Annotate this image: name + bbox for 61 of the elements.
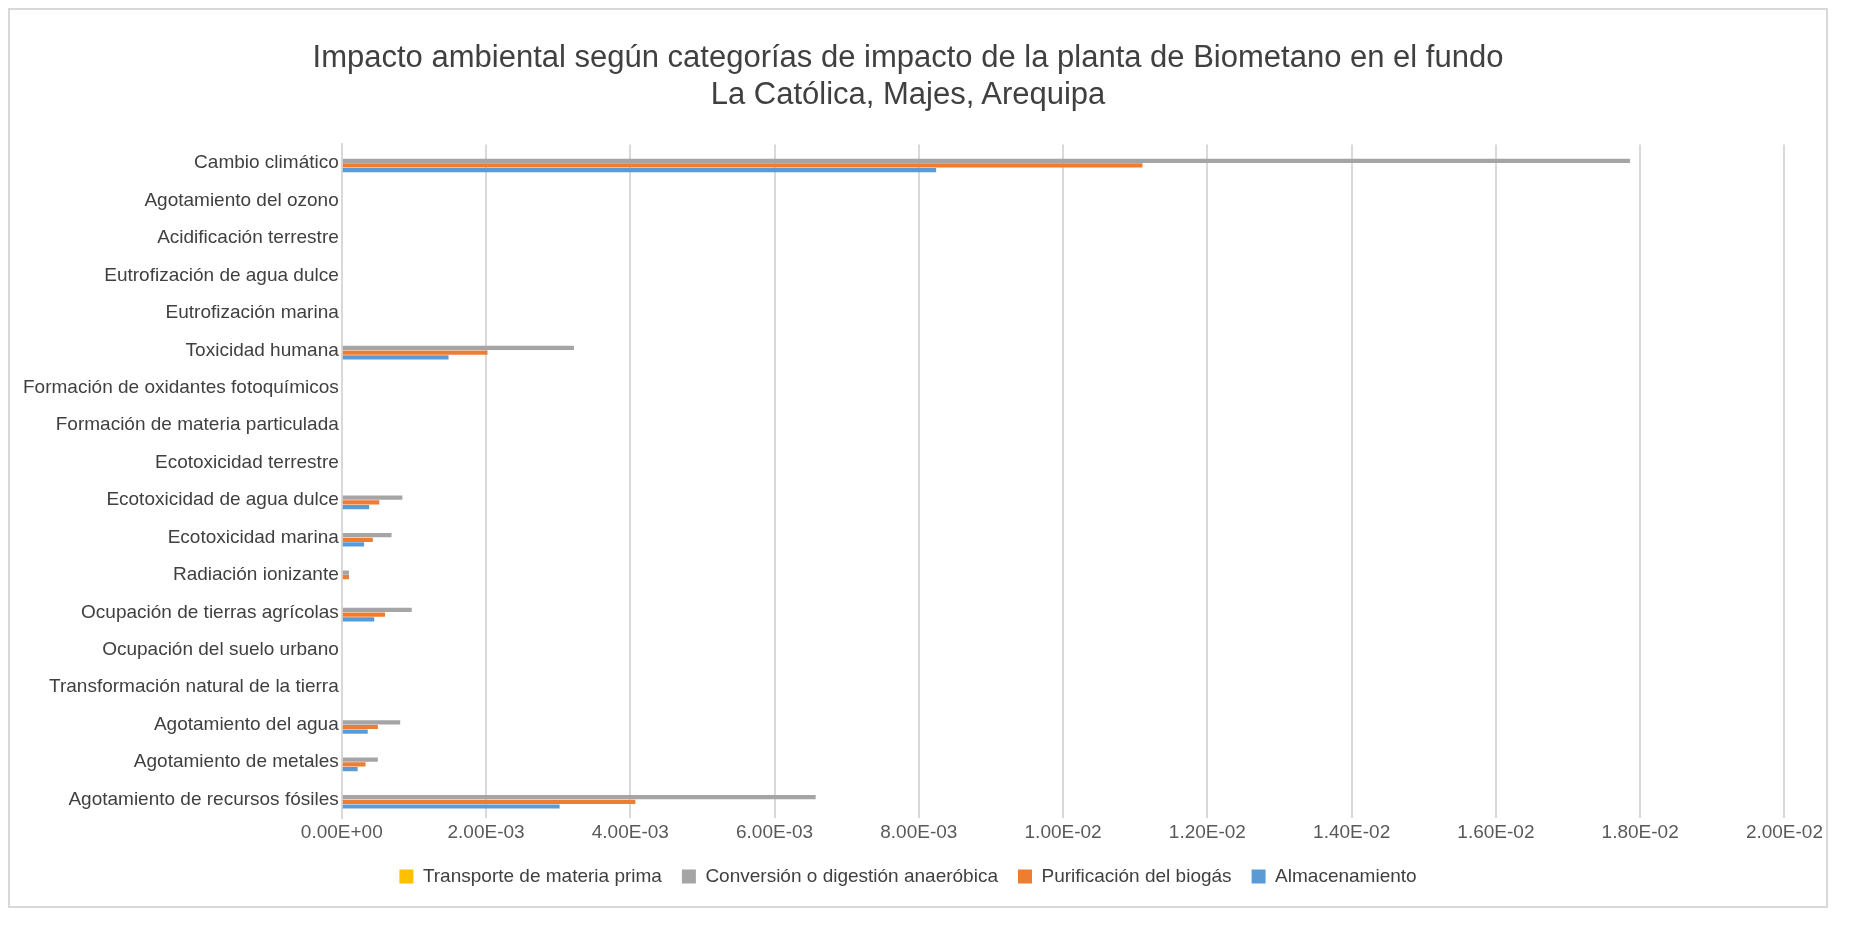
bar <box>342 766 358 772</box>
y-tick-label: Ocupación del suelo urbano <box>102 637 339 659</box>
bar <box>342 345 575 351</box>
bar <box>342 537 373 542</box>
y-tick-label: Transformación natural de la tierra <box>49 675 340 697</box>
bar <box>342 163 1143 168</box>
bar <box>342 720 401 725</box>
x-tick-label: 2.00E-02 <box>1745 820 1824 842</box>
bar <box>342 612 386 617</box>
legend-label: Transporte de materia prima <box>422 864 663 886</box>
y-tick-label: Ecotoxicidad de agua dulce <box>106 488 339 510</box>
bar <box>342 724 378 730</box>
text: La Católica, Majes, Arequipa <box>710 76 1106 112</box>
bar <box>342 355 449 360</box>
y-tick-label: Radiación ionizante <box>172 563 339 585</box>
y-tick-label: Formación de materia particulada <box>55 413 340 435</box>
bar <box>342 500 380 505</box>
x-tick-label: 1.20E-02 <box>1168 820 1246 842</box>
bar <box>342 795 816 800</box>
bar <box>342 533 392 538</box>
y-tick-label: Toxicidad humana <box>185 338 340 360</box>
y-tick-label: Agotamiento de recursos fósiles <box>68 787 339 809</box>
bar <box>342 757 378 762</box>
legend-label: Purificación del biogás <box>1041 864 1232 886</box>
bar <box>342 542 365 547</box>
bar <box>342 607 412 613</box>
y-tick-label: Acidificación terrestre <box>157 226 339 248</box>
x-tick-label: 0.00E+00 <box>300 820 383 842</box>
bar <box>342 350 488 355</box>
legend-label: Almacenamiento <box>1275 864 1417 886</box>
bar <box>342 168 937 173</box>
y-tick-label: Eutrofización marina <box>165 301 340 323</box>
x-tick-label: 8.00E-03 <box>880 820 958 842</box>
legend-label: Conversión o digestión anaeróbica <box>705 864 999 886</box>
y-tick-label: Ecotoxicidad marina <box>167 525 340 547</box>
text: Impacto ambiental según categorías de impacto de la planta de Biometano en el fundo <box>312 39 1504 75</box>
y-tick-label: Formación de oxidantes fotoquímicos <box>22 375 339 397</box>
x-tick-label: 4.00E-03 <box>591 820 669 842</box>
y-tick-label: Eutrofización de agua dulce <box>104 263 339 285</box>
bar <box>342 762 366 767</box>
bar <box>342 617 375 622</box>
y-tick-label: Agotamiento del ozono <box>144 188 339 210</box>
bar <box>342 575 349 580</box>
y-tick-label: Cambio climático <box>194 151 339 173</box>
x-tick-label: 6.00E-03 <box>736 820 814 842</box>
x-tick-label: 1.60E-02 <box>1457 820 1535 842</box>
bar <box>342 799 636 804</box>
bar <box>342 804 560 809</box>
x-tick-label: 1.80E-02 <box>1601 820 1679 842</box>
bar <box>342 729 368 734</box>
bar <box>342 495 403 500</box>
y-tick-label: Agotamiento de metales <box>133 750 339 772</box>
y-tick-label: Ocupación de tierras agrícolas <box>81 600 339 622</box>
y-tick-label: Agotamiento del agua <box>153 712 340 734</box>
bar <box>342 570 349 575</box>
x-tick-label: 1.40E-02 <box>1313 820 1391 842</box>
bar <box>342 504 370 510</box>
x-tick-label: 2.00E-03 <box>447 820 525 842</box>
bar <box>342 158 1631 163</box>
y-tick-label: Ecotoxicidad terrestre <box>155 450 339 472</box>
x-tick-label: 1.00E-02 <box>1024 820 1102 842</box>
